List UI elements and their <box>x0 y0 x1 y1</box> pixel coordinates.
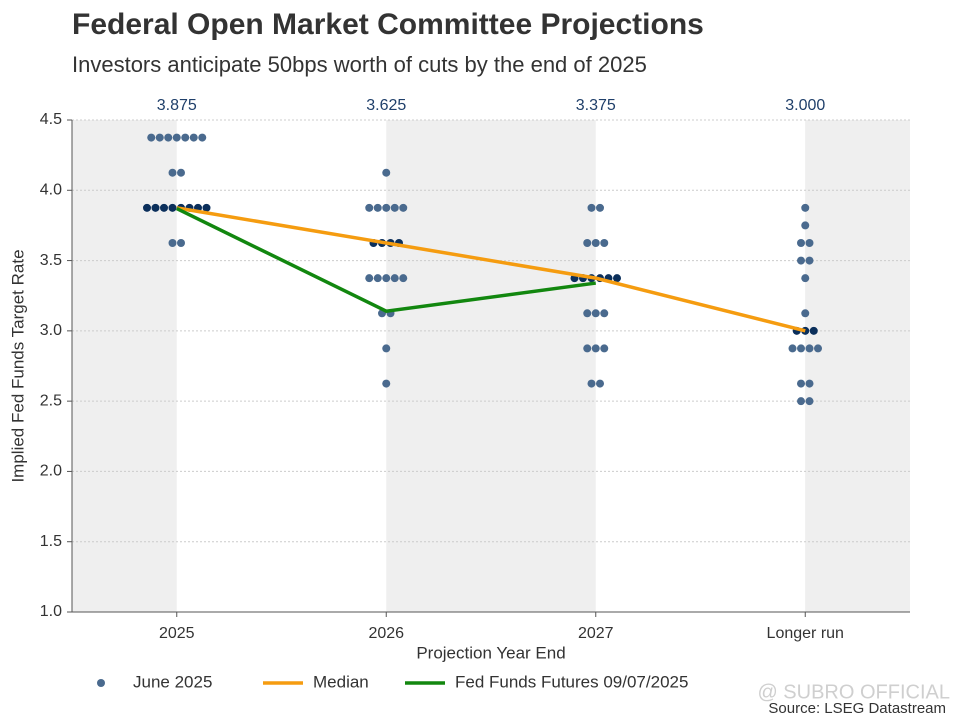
dot <box>151 203 160 212</box>
dot <box>591 344 600 353</box>
dot <box>591 239 600 247</box>
dot <box>797 379 805 388</box>
dot <box>143 203 151 212</box>
dot <box>168 203 177 212</box>
dot <box>788 344 797 353</box>
legend-label: June 2025 <box>133 672 212 691</box>
dot <box>591 309 600 318</box>
dot <box>155 133 164 142</box>
y-tick-label: 1.0 <box>40 603 62 620</box>
dot <box>177 239 185 247</box>
dot <box>373 274 382 283</box>
dot <box>600 309 609 318</box>
dot <box>596 203 604 212</box>
dot <box>390 203 399 212</box>
dot <box>168 239 177 247</box>
dot <box>365 274 374 283</box>
dot <box>181 133 190 142</box>
dot <box>797 397 805 406</box>
dot <box>399 274 408 283</box>
line <box>176 206 806 333</box>
dot <box>801 221 810 230</box>
y-tick-label: 1.5 <box>40 533 62 550</box>
y-tick-label: 4.0 <box>40 182 62 199</box>
band-shade <box>386 120 596 612</box>
dot <box>198 133 207 142</box>
dot <box>805 239 814 247</box>
chart-subtitle: Investors anticipate 50bps worth of cuts… <box>72 52 647 77</box>
y-tick-label: 4.5 <box>40 111 62 128</box>
dot <box>164 133 173 142</box>
dot <box>382 168 391 177</box>
dot <box>596 379 604 388</box>
x-tick-label: 2027 <box>578 625 614 642</box>
dot <box>797 239 805 247</box>
dot <box>147 133 156 142</box>
dot <box>583 239 592 247</box>
dot <box>390 274 399 283</box>
y-axis-label: Implied Fed Funds Target Rate <box>8 249 27 482</box>
source: Source: LSEG Datastream <box>768 700 946 717</box>
dot <box>177 168 185 177</box>
dot <box>587 379 596 388</box>
dot <box>809 326 818 335</box>
value-label: 3.375 <box>576 97 616 114</box>
dot <box>202 203 211 212</box>
dot <box>805 256 814 265</box>
dot <box>805 379 814 388</box>
dot <box>160 203 168 212</box>
watermark: @ SUBRO OFFICIAL <box>757 681 950 703</box>
dot <box>814 344 822 353</box>
y-tick-label: 2.5 <box>40 392 62 409</box>
dot <box>382 274 391 283</box>
band-shade <box>72 120 177 612</box>
line <box>175 206 596 313</box>
chart-title: Federal Open Market Committee Projection… <box>72 8 704 41</box>
legend-label: Median <box>313 672 369 691</box>
dot <box>801 309 810 318</box>
dot <box>382 379 391 388</box>
value-label: 3.000 <box>785 97 825 114</box>
dot <box>189 133 198 142</box>
y-tick-label: 3.0 <box>40 322 62 339</box>
x-axis-label: Projection Year End <box>416 643 565 662</box>
dot <box>583 309 592 318</box>
dot <box>365 203 374 212</box>
dot <box>801 203 810 212</box>
y-tick-label: 2.0 <box>40 463 62 480</box>
dot <box>382 344 391 353</box>
x-tick-label: 2025 <box>159 625 195 642</box>
dot <box>373 203 382 212</box>
dot <box>583 344 592 353</box>
dot <box>600 239 609 247</box>
value-label: 3.625 <box>366 97 406 114</box>
dot <box>587 203 596 212</box>
legend-label: Fed Funds Futures 09/07/2025 <box>455 672 688 691</box>
dot <box>801 274 810 283</box>
dot <box>613 274 621 283</box>
legend-marker <box>97 679 105 687</box>
band-shade <box>805 120 910 612</box>
dot <box>797 344 805 353</box>
dot <box>805 344 814 353</box>
dot <box>399 203 408 212</box>
value-label: 3.875 <box>157 97 197 114</box>
x-tick-label: Longer run <box>767 625 844 642</box>
dot <box>168 168 177 177</box>
dot <box>382 203 391 212</box>
dot <box>600 344 609 353</box>
y-tick-label: 3.5 <box>40 252 62 269</box>
dot <box>797 256 805 265</box>
dot <box>172 133 181 142</box>
dot <box>805 397 814 406</box>
x-tick-label: 2026 <box>368 625 404 642</box>
